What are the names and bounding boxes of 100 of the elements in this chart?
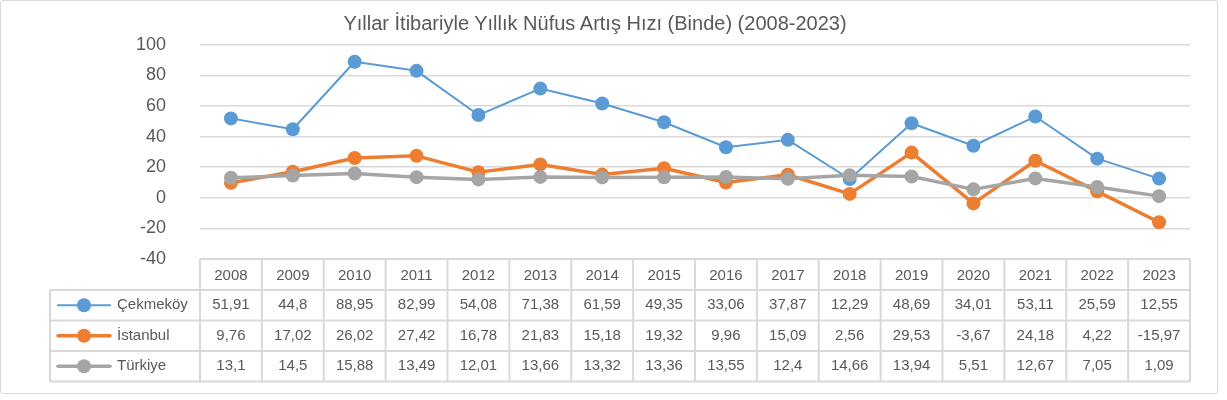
point <box>285 122 300 137</box>
point <box>533 81 548 96</box>
x-tick-label: 2014 <box>585 266 619 284</box>
x-tick-label: 2021 <box>1018 266 1052 284</box>
x-tick-label: 2010 <box>338 266 372 284</box>
data-label: 14,5 <box>278 356 308 374</box>
point <box>1152 171 1167 186</box>
y-tick-label: 20 <box>145 156 166 177</box>
data-label: 17,02 <box>274 325 312 343</box>
data-label: 16,78 <box>459 325 498 343</box>
data-label: 24,18 <box>1016 325 1055 343</box>
point <box>223 170 238 185</box>
x-tick-label: 2022 <box>1080 266 1114 284</box>
point <box>780 171 795 186</box>
data-label: 2,56 <box>835 325 865 343</box>
data-label: 13,66 <box>521 356 560 374</box>
point <box>904 145 919 160</box>
data-label: 13,55 <box>707 356 745 374</box>
chart-title: Yıllar İtibariyle Yıllık Nüfus Artış Hızı (Binde) (2008-2023) <box>343 12 847 35</box>
y-tick-label: 40 <box>145 125 166 146</box>
data-label: 61,59 <box>583 295 621 313</box>
point <box>533 157 548 172</box>
data-label: 5,51 <box>958 356 989 374</box>
point <box>1028 171 1043 186</box>
data-label: 34,01 <box>954 295 993 313</box>
data-label: 71,38 <box>521 295 560 313</box>
data-label: 48,69 <box>892 295 931 313</box>
data-label: 33,06 <box>707 295 745 313</box>
data-label: 12,55 <box>1140 295 1178 313</box>
point <box>718 170 733 185</box>
data-label: 7,05 <box>1082 356 1112 374</box>
point <box>842 186 857 201</box>
data-label: 13,94 <box>892 356 931 374</box>
data-label: 54,08 <box>459 295 498 313</box>
x-tick-label: 2011 <box>400 266 433 284</box>
x-tick-label: 2018 <box>833 266 867 284</box>
data-label: 13,36 <box>645 356 683 374</box>
y-tick-label: 100 <box>135 33 166 54</box>
x-tick-label: 2019 <box>894 266 929 284</box>
legend-label: Türkiye <box>117 356 167 374</box>
point <box>409 148 424 163</box>
point <box>1028 109 1043 124</box>
y-tick-label: -40 <box>139 247 166 268</box>
point <box>1028 153 1043 168</box>
point <box>904 116 919 131</box>
data-label: 12,01 <box>459 356 498 374</box>
point <box>285 168 300 183</box>
point <box>718 140 733 155</box>
point <box>1152 189 1167 204</box>
point <box>657 170 672 185</box>
data-label: 44,8 <box>278 295 308 313</box>
x-tick-label: 2009 <box>276 266 310 284</box>
point <box>471 108 486 123</box>
point <box>1090 180 1105 195</box>
legend-label: Çekmeköy <box>117 295 189 313</box>
data-label: 12,67 <box>1016 356 1055 374</box>
data-label: 26,02 <box>335 325 374 343</box>
data-label: 9,96 <box>711 325 741 343</box>
data-label: 13,32 <box>583 356 621 374</box>
data-label: 4,22 <box>1082 325 1112 343</box>
point <box>471 172 486 187</box>
y-tick-label: -20 <box>139 217 166 238</box>
data-label: 21,83 <box>521 325 560 343</box>
data-label: 53,11 <box>1017 295 1054 313</box>
data-label: 88,95 <box>335 295 374 313</box>
data-label: 15,88 <box>335 356 374 374</box>
y-tick-label: 80 <box>145 64 166 85</box>
legend-label: İstanbul <box>117 325 170 343</box>
data-label: 13,1 <box>216 356 246 374</box>
data-label: 49,35 <box>645 295 683 313</box>
data-label: 13,49 <box>397 356 436 374</box>
x-tick-label: 2023 <box>1142 266 1176 284</box>
y-tick-label: 60 <box>145 94 166 115</box>
data-label: -3,67 <box>956 325 991 343</box>
data-label: 37,87 <box>769 295 807 313</box>
point <box>1152 215 1167 230</box>
point <box>904 169 919 184</box>
point <box>223 111 238 126</box>
x-tick-label: 2016 <box>709 266 743 284</box>
point <box>409 63 424 78</box>
point <box>409 170 424 185</box>
data-label: 15,18 <box>583 325 621 343</box>
x-tick-label: 2008 <box>214 266 248 284</box>
point <box>533 169 548 184</box>
x-tick-label: 2017 <box>771 266 805 284</box>
point <box>347 54 362 69</box>
point <box>966 182 981 197</box>
point <box>842 168 857 183</box>
data-label: 82,99 <box>397 295 436 313</box>
data-label: 12,4 <box>773 356 803 374</box>
x-tick-label: 2013 <box>523 266 557 284</box>
data-label: 12,29 <box>830 295 869 313</box>
point <box>347 166 362 181</box>
point <box>1090 151 1105 166</box>
data-label: -15,97 <box>1137 325 1181 343</box>
data-label: 51,91 <box>212 295 250 313</box>
data-label: 14,66 <box>830 356 869 374</box>
point <box>657 115 672 130</box>
point <box>347 150 362 165</box>
data-label: 25,59 <box>1078 295 1116 313</box>
